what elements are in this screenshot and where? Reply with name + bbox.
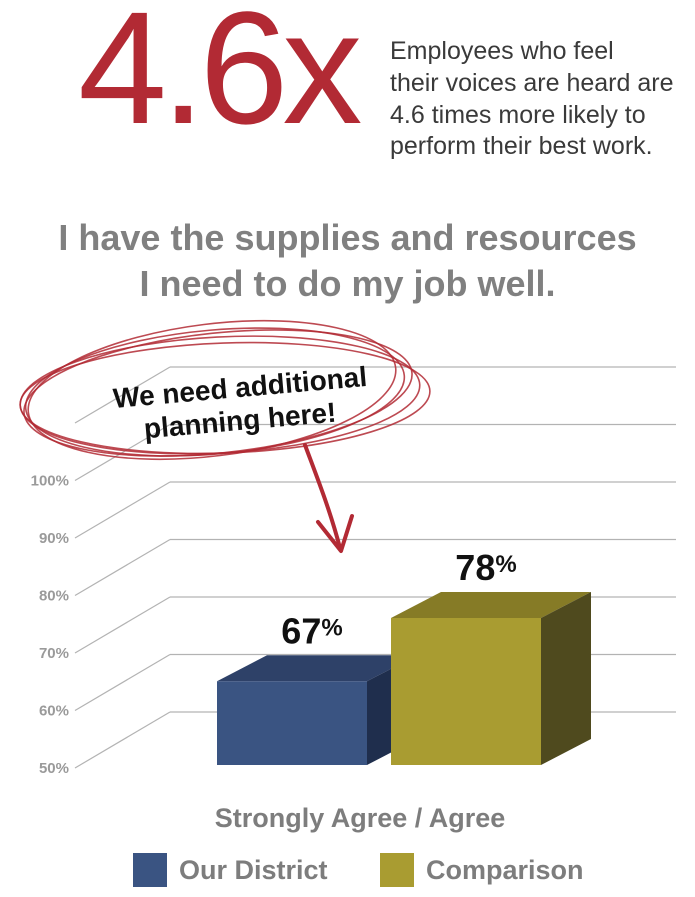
chart-bars xyxy=(217,592,591,765)
bar-top xyxy=(391,592,591,618)
y-tick-label: 50% xyxy=(39,760,69,777)
grid-diagonal xyxy=(74,481,171,539)
y-tick-label: 70% xyxy=(39,645,69,662)
grid-diagonal xyxy=(74,366,171,424)
data-labels: 67% 78% xyxy=(281,547,516,651)
y-tick-label: 60% xyxy=(39,703,69,720)
bar-front xyxy=(391,618,541,765)
scribble-circle xyxy=(23,329,413,457)
stat-caption: Employees who feel their voices are hear… xyxy=(390,36,695,163)
legend-label: Comparison xyxy=(426,854,584,885)
grid-diagonal xyxy=(74,711,171,769)
grid-diagonal xyxy=(74,653,171,712)
bar-top xyxy=(217,655,417,682)
bar-chart: 50% 60% 70% 80% 90% 100% 67% 78% We need addit… xyxy=(19,319,676,778)
grid-diagonal xyxy=(74,596,171,654)
bar-front xyxy=(217,681,367,765)
stat-caption-line: Employees who feel xyxy=(390,37,614,65)
scribble-circle xyxy=(27,319,397,461)
stat-caption-line: their voices are heard are xyxy=(390,68,674,97)
headline-line: I have the supplies and resources xyxy=(58,217,637,258)
data-label: 67% xyxy=(281,610,342,651)
stat-value: 4.6x xyxy=(78,0,362,157)
legend-swatch xyxy=(380,853,414,887)
grid-diagonal xyxy=(74,538,171,597)
chart-headline: I have the supplies and resources I need… xyxy=(0,215,695,307)
arrow-shaft xyxy=(303,443,342,550)
y-tick-label: 80% xyxy=(39,588,69,605)
y-tick-label: 100% xyxy=(31,473,69,490)
y-axis-ticks: 50% 60% 70% 80% 90% 100% xyxy=(31,473,69,778)
legend-label: Our District xyxy=(179,854,328,885)
bar-side xyxy=(541,592,591,765)
bar-our-district xyxy=(217,655,417,765)
legend-item-comparison: Comparison xyxy=(380,852,584,888)
stat-caption-line: 4.6 times more likely to xyxy=(390,100,646,129)
bar-comparison xyxy=(391,592,591,765)
y-tick-label: 90% xyxy=(39,530,69,547)
grid-diagonal xyxy=(74,423,171,482)
legend-swatch xyxy=(133,853,167,887)
data-label: 78% xyxy=(455,547,516,588)
arrow-head xyxy=(316,514,354,553)
legend-item-our-district: Our District xyxy=(133,852,328,888)
headline-line: I need to do my job well. xyxy=(139,263,556,305)
x-axis-label: Strongly Agree / Agree xyxy=(214,803,506,833)
stat-caption-line: perform their best work. xyxy=(390,132,653,161)
